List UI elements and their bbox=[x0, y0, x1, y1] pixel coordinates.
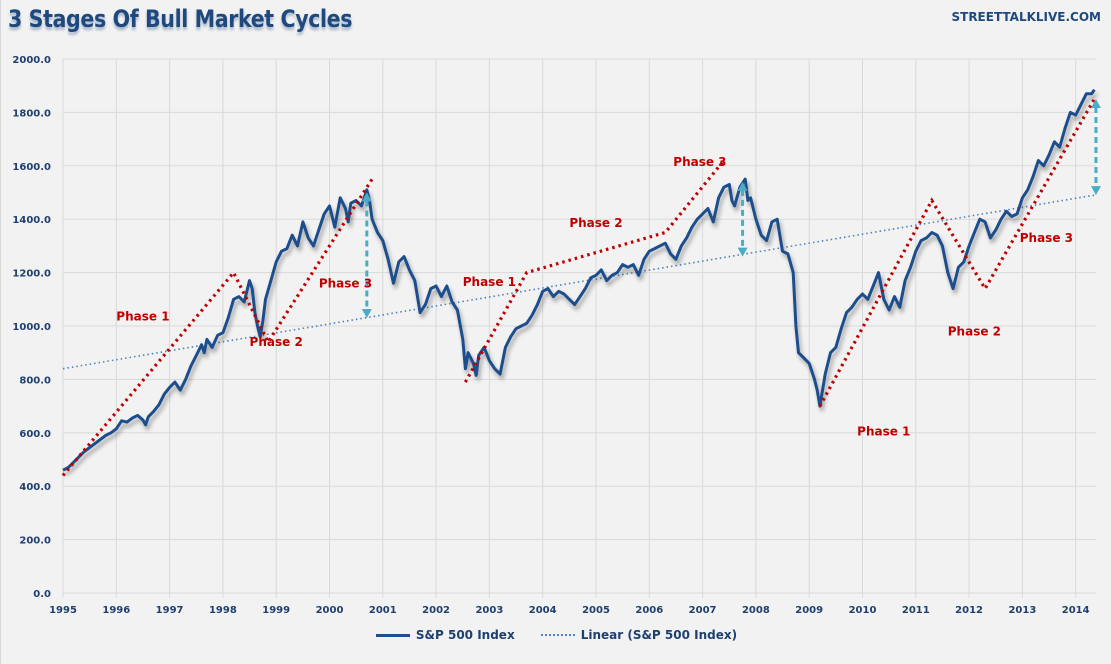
y-axis-ticks: 0.0 200.0 400.0 600.0 800.0 1000.0 1200.0 1400.… bbox=[12, 55, 51, 600]
sp500-series-line bbox=[62, 88, 1096, 472]
chart-title: 3 Stages Of Bull Market Cycles bbox=[8, 5, 353, 33]
phase-label: Phase 1 bbox=[116, 310, 169, 324]
gap-arrow-head-down bbox=[1090, 186, 1101, 196]
trend-line-group bbox=[62, 194, 1095, 370]
y-tick-label: 800.0 bbox=[19, 375, 51, 386]
gap-arrow-head-down bbox=[361, 308, 372, 318]
gap-arrow-head-up bbox=[1090, 99, 1101, 109]
y-tick-label: 0.0 bbox=[33, 589, 51, 600]
brand-watermark: STREETTALKLIVE.COM bbox=[951, 10, 1101, 24]
grid-lines bbox=[62, 58, 1096, 598]
phase-line bbox=[818, 98, 1096, 407]
legend-swatch-dotted bbox=[540, 634, 575, 636]
legend-label: S&P 500 Index bbox=[415, 628, 515, 642]
phase-label: Phase 3 bbox=[319, 276, 372, 290]
x-tick-label: 1995 bbox=[49, 605, 77, 616]
phase-label: Phase 3 bbox=[673, 155, 726, 169]
x-tick-label: 2005 bbox=[582, 605, 610, 616]
y-tick-label: 1000.0 bbox=[12, 322, 51, 333]
x-tick-label: 2007 bbox=[689, 605, 717, 616]
x-tick-label: 2011 bbox=[902, 605, 930, 616]
legend-label: Linear (S&P 500 Index) bbox=[580, 628, 738, 642]
x-tick-label: 2008 bbox=[742, 605, 770, 616]
x-tick-label: 2000 bbox=[316, 605, 344, 616]
x-tick-label: 2004 bbox=[529, 605, 557, 616]
x-tick-label: 1996 bbox=[102, 605, 130, 616]
gap-arrow-head-up bbox=[361, 192, 372, 202]
y-tick-label: 400.0 bbox=[19, 482, 51, 493]
x-tick-label: 2001 bbox=[369, 605, 397, 616]
phase-label: Phase 1 bbox=[857, 424, 910, 438]
legend-item-linear-trend: Linear (S&P 500 Index) bbox=[540, 628, 738, 642]
y-tick-label: 1800.0 bbox=[12, 108, 51, 119]
x-tick-label: 2009 bbox=[795, 605, 823, 616]
phase-labels-group: Phase 1 Phase 2 Phase 3 Phase 1 Phase 2 Phase… bbox=[116, 155, 1073, 439]
gap-arrow-head-up bbox=[737, 181, 748, 191]
x-tick-label: 2010 bbox=[849, 605, 877, 616]
x-axis-ticks: 1995 1996 1997 1998 1999 2000 2001 2002 2003 2004… bbox=[49, 605, 1090, 616]
gap-arrow-head-down bbox=[737, 247, 748, 257]
x-tick-label: 2002 bbox=[422, 605, 450, 616]
gap-arrows-group bbox=[361, 99, 1101, 318]
y-tick-label: 200.0 bbox=[19, 536, 51, 547]
series-group bbox=[62, 88, 1096, 472]
legend-swatch-solid bbox=[375, 633, 410, 637]
phase-label: Phase 1 bbox=[463, 275, 516, 289]
x-tick-label: 1997 bbox=[156, 605, 184, 616]
x-tick-label: 2003 bbox=[475, 605, 503, 616]
y-tick-label: 1600.0 bbox=[12, 162, 51, 173]
x-tick-label: 2013 bbox=[1008, 605, 1036, 616]
x-tick-label: 2014 bbox=[1062, 605, 1090, 616]
y-tick-label: 2000.0 bbox=[12, 55, 51, 66]
y-tick-label: 1400.0 bbox=[12, 215, 51, 226]
x-tick-label: 2006 bbox=[635, 605, 663, 616]
phase-label: Phase 3 bbox=[1020, 231, 1073, 245]
legend: S&P 500 Index Linear (S&P 500 Index) bbox=[1, 628, 1111, 642]
phase-label: Phase 2 bbox=[250, 335, 303, 349]
phase-label: Phase 2 bbox=[569, 216, 622, 230]
phase-line bbox=[61, 178, 374, 477]
trend-line bbox=[62, 194, 1095, 370]
legend-item-sp500: S&P 500 Index bbox=[375, 628, 515, 642]
phase-label: Phase 2 bbox=[948, 324, 1001, 338]
x-tick-label: 2012 bbox=[955, 605, 983, 616]
x-tick-label: 1998 bbox=[209, 605, 237, 616]
x-tick-label: 1999 bbox=[262, 605, 290, 616]
y-tick-label: 1200.0 bbox=[12, 269, 51, 280]
y-tick-label: 600.0 bbox=[19, 429, 51, 440]
phase-lines-group bbox=[61, 98, 1096, 477]
